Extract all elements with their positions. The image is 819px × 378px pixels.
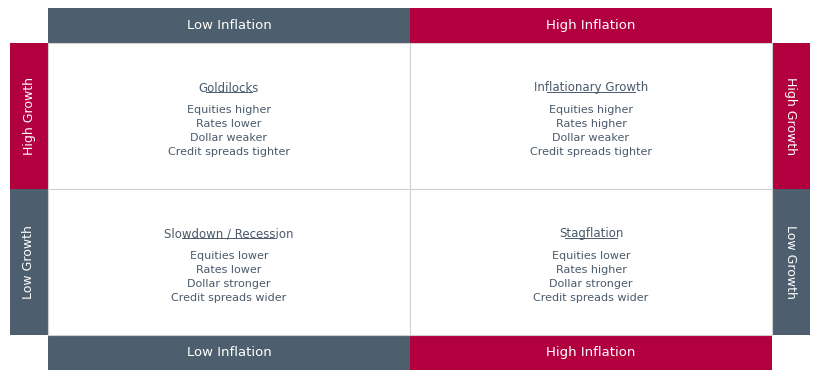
Text: Low Inflation: Low Inflation bbox=[187, 19, 271, 32]
Text: Rates lower: Rates lower bbox=[196, 265, 261, 275]
Text: Credit spreads wider: Credit spreads wider bbox=[171, 293, 287, 303]
Text: Rates lower: Rates lower bbox=[196, 119, 261, 129]
Text: Equities higher: Equities higher bbox=[187, 105, 270, 115]
Bar bbox=[410, 335, 771, 370]
Text: Credit spreads tighter: Credit spreads tighter bbox=[529, 147, 651, 157]
Text: Dollar weaker: Dollar weaker bbox=[190, 133, 267, 143]
Bar bbox=[48, 8, 410, 43]
Bar bbox=[48, 335, 410, 370]
Bar bbox=[48, 43, 771, 335]
Text: Rates higher: Rates higher bbox=[555, 265, 626, 275]
Text: Goldilocks: Goldilocks bbox=[198, 82, 259, 94]
Text: Rates higher: Rates higher bbox=[555, 119, 626, 129]
Text: Inflationary Growth: Inflationary Growth bbox=[533, 82, 647, 94]
Text: High Growth: High Growth bbox=[22, 77, 35, 155]
Text: Dollar stronger: Dollar stronger bbox=[549, 279, 632, 289]
Text: Credit spreads wider: Credit spreads wider bbox=[532, 293, 648, 303]
Text: High Inflation: High Inflation bbox=[545, 19, 635, 32]
Bar bbox=[410, 8, 771, 43]
Text: Low Growth: Low Growth bbox=[22, 225, 35, 299]
Text: Equities lower: Equities lower bbox=[189, 251, 268, 261]
Text: Low Inflation: Low Inflation bbox=[187, 346, 271, 359]
Text: Equities lower: Equities lower bbox=[551, 251, 630, 261]
Text: Stagflation: Stagflation bbox=[558, 228, 622, 240]
Text: Dollar weaker: Dollar weaker bbox=[552, 133, 629, 143]
Bar bbox=[771, 189, 809, 335]
Text: Dollar stronger: Dollar stronger bbox=[187, 279, 270, 289]
Text: High Growth: High Growth bbox=[784, 77, 797, 155]
Text: Slowdown / Recession: Slowdown / Recession bbox=[164, 228, 293, 240]
Bar bbox=[771, 43, 809, 189]
Text: High Inflation: High Inflation bbox=[545, 346, 635, 359]
Text: Equities higher: Equities higher bbox=[549, 105, 632, 115]
Text: Credit spreads tighter: Credit spreads tighter bbox=[168, 147, 290, 157]
Text: Low Growth: Low Growth bbox=[784, 225, 797, 299]
Bar bbox=[10, 189, 48, 335]
Bar bbox=[10, 43, 48, 189]
